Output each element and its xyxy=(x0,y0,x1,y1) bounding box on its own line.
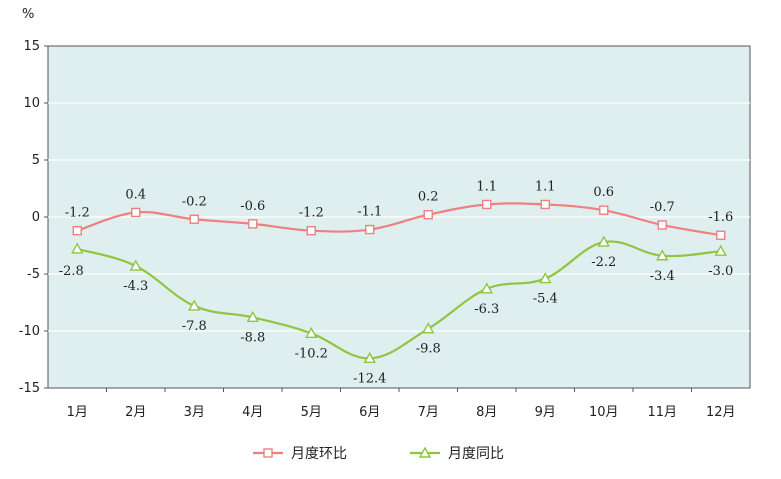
data-label: -5.4 xyxy=(533,292,558,307)
x-tick-label: 8月 xyxy=(476,405,497,420)
data-labels: -1.2 0.4 -0.2 -0.6 -1.2 -1.1 0.2 1.1 1.1 0.6 -0.7 -… xyxy=(59,179,734,386)
x-axis-ticks: 1月 2月 3月 4月 5月 6月 7月 8月 9月 10月 11月 12月 xyxy=(67,388,736,420)
legend-item-1: 月度环比 xyxy=(253,446,347,462)
legend-swatch-marker xyxy=(263,448,273,458)
data-label: -0.6 xyxy=(240,199,265,214)
data-label: -0.2 xyxy=(182,194,207,209)
data-point xyxy=(540,199,550,210)
data-point xyxy=(656,249,669,261)
x-tick-label: 7月 xyxy=(418,405,439,420)
data-label: -2.2 xyxy=(591,255,616,270)
legend-label: 月度环比 xyxy=(291,446,347,462)
data-point xyxy=(480,282,493,294)
legend-label: 月度同比 xyxy=(448,446,504,462)
data-label: -3.4 xyxy=(650,269,675,284)
data-label: 0.2 xyxy=(418,190,439,205)
data-point xyxy=(305,326,318,338)
x-tick-label: 3月 xyxy=(184,405,205,420)
data-point xyxy=(72,225,82,236)
data-label: -0.7 xyxy=(650,200,675,215)
x-tick-label: 11月 xyxy=(647,405,677,420)
data-label: -9.8 xyxy=(416,342,441,357)
x-tick-label: 2月 xyxy=(125,405,146,420)
data-point xyxy=(246,310,259,323)
data-point xyxy=(188,299,201,311)
data-label: 1.1 xyxy=(535,179,556,194)
data-point xyxy=(248,219,258,229)
y-axis-unit-label: % xyxy=(22,7,34,22)
data-label: -1.2 xyxy=(299,206,324,221)
series-line xyxy=(76,240,721,360)
data-point xyxy=(599,205,609,215)
series-1 xyxy=(72,199,726,240)
data-point xyxy=(657,220,667,230)
data-point xyxy=(363,351,376,364)
y-tick-label: 0 xyxy=(32,210,40,225)
y-tick-label: 15 xyxy=(23,39,40,54)
data-label: -10.2 xyxy=(295,346,328,361)
data-point xyxy=(539,272,552,284)
legend: 月度环比 月度同比 xyxy=(253,446,504,462)
y-axis-ticks: 15 10 5 0 -5 -10 -15 xyxy=(19,39,48,396)
data-point xyxy=(131,207,141,218)
legend-item-2: 月度同比 xyxy=(410,446,504,462)
data-label: -2.8 xyxy=(59,264,84,279)
series-line xyxy=(76,202,721,237)
y-tick-label: -15 xyxy=(19,381,40,396)
y-tick-label: -5 xyxy=(27,267,40,282)
data-label: -3.0 xyxy=(708,264,733,279)
data-point xyxy=(189,214,199,224)
data-label: 0.4 xyxy=(125,187,146,202)
data-point xyxy=(482,199,492,210)
y-tick-label: 10 xyxy=(23,96,40,111)
data-point xyxy=(422,322,435,334)
data-label: -8.8 xyxy=(240,330,265,345)
gridlines xyxy=(48,102,750,332)
data-point xyxy=(306,225,316,236)
data-point xyxy=(716,230,726,240)
x-tick-label: 10月 xyxy=(589,405,619,420)
data-label: 1.1 xyxy=(476,179,497,194)
data-label: -1.6 xyxy=(708,210,733,225)
legend-swatch-marker xyxy=(418,446,432,458)
data-point xyxy=(714,244,727,256)
data-point xyxy=(423,210,433,220)
data-point xyxy=(597,235,610,247)
x-tick-label: 5月 xyxy=(301,405,322,420)
data-point xyxy=(129,259,142,271)
data-label: -6.3 xyxy=(474,302,499,317)
y-tick-label: -10 xyxy=(19,324,40,339)
data-point xyxy=(71,242,84,254)
x-tick-label: 1月 xyxy=(67,405,88,420)
y-tick-label: 5 xyxy=(32,153,40,168)
data-label: -1.2 xyxy=(65,206,90,221)
series xyxy=(71,199,727,364)
series-2 xyxy=(71,235,727,364)
data-point xyxy=(365,224,375,235)
x-tick-label: 4月 xyxy=(242,405,263,420)
x-tick-label: 6月 xyxy=(359,405,380,420)
data-label: -4.3 xyxy=(123,279,148,294)
x-tick-label: 12月 xyxy=(706,405,736,420)
x-tick-label: 9月 xyxy=(535,405,556,420)
data-label: -7.8 xyxy=(182,319,207,334)
data-label: -12.4 xyxy=(353,371,386,386)
data-label: 0.6 xyxy=(593,185,614,200)
data-label: -1.1 xyxy=(357,205,382,220)
